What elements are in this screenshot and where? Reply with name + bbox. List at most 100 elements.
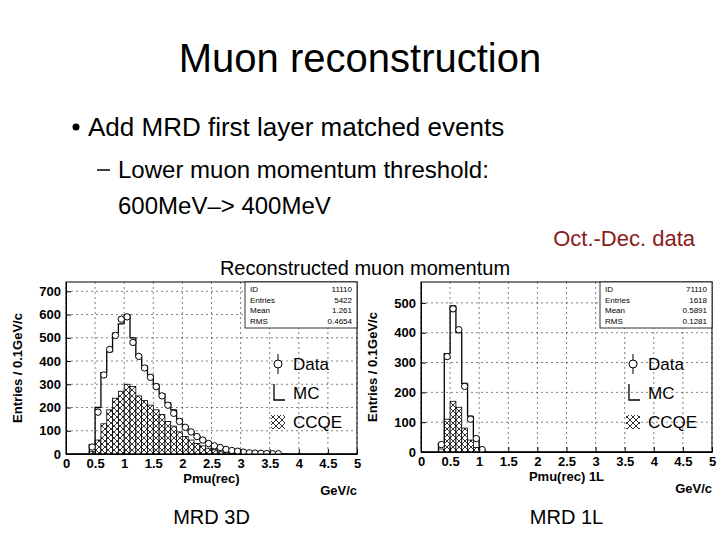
- x-tick-mark: [567, 447, 568, 452]
- x-tick-label: 0.5: [87, 456, 105, 471]
- x-tick-label: 0: [418, 454, 425, 469]
- y-tick: 700: [39, 284, 71, 299]
- histogram-bar: [468, 440, 474, 452]
- stats-label: Entries: [605, 296, 630, 305]
- histogram-bar: [130, 387, 136, 454]
- histogram-step: [89, 445, 95, 454]
- y-tick: 100: [39, 423, 71, 438]
- stats-value: 1618: [689, 296, 707, 305]
- stats-label: RMS: [605, 317, 623, 326]
- x-tick-label: 1: [121, 456, 128, 471]
- histogram-step: [159, 384, 165, 393]
- x-tick-mark: [95, 449, 96, 454]
- y-tick: 200: [394, 385, 426, 400]
- plot-marks: [66, 314, 357, 454]
- histogram-step: [462, 333, 468, 384]
- histogram-step: [118, 324, 124, 333]
- data-point: [141, 365, 147, 371]
- x-tick-label: 3.5: [616, 454, 634, 469]
- x-tick: 5: [354, 449, 361, 471]
- x-tick-label: 1: [476, 454, 483, 469]
- y-tick-label: 0: [54, 447, 61, 462]
- y-tick-mark: [66, 454, 71, 455]
- histogram-bar: [444, 419, 450, 452]
- x-tick-mark: [508, 447, 509, 452]
- y-tick-label: 300: [39, 377, 61, 392]
- panel-title: MRD 3D: [173, 506, 250, 528]
- histogram-bar: [177, 432, 183, 454]
- slide-title: Muon reconstruction: [179, 36, 541, 80]
- x-tick-mark: [479, 447, 480, 452]
- data-point: [234, 448, 240, 454]
- x-tick-label: 3: [237, 456, 244, 471]
- x-grid-line: [508, 282, 509, 452]
- x-tick-mark: [270, 449, 271, 454]
- x-tick-mark: [625, 447, 626, 452]
- histogram-bar: [107, 410, 113, 454]
- x-tick: 2: [179, 449, 186, 471]
- histogram-bar: [450, 401, 456, 452]
- x-tick-mark: [153, 449, 154, 454]
- histogram-step: [450, 306, 456, 354]
- y-tick-label: 300: [394, 355, 416, 370]
- x-axis-title: Pmu(rec): [183, 471, 239, 486]
- histogram-bar: [101, 424, 107, 454]
- stats-box-frame: [245, 282, 357, 328]
- histogram-step: [153, 375, 159, 384]
- y-tick: 100: [394, 415, 426, 430]
- data-point: [101, 372, 107, 378]
- data-point: [479, 446, 485, 452]
- stats-value: 11110: [332, 285, 353, 294]
- x-grid-line: [595, 282, 596, 452]
- histogram-step: [124, 315, 130, 324]
- x-tick-mark: [450, 447, 451, 452]
- x-tick-label: 5: [354, 456, 361, 471]
- y-tick: 400: [394, 325, 426, 340]
- caption: Reconstructed muon momentum: [220, 257, 510, 279]
- legend-symbol: [629, 384, 640, 400]
- bullet-dot: [73, 124, 80, 131]
- x-tick-label: 3.5: [261, 456, 279, 471]
- y-tick-label: 700: [39, 284, 61, 299]
- x-axis-title: Pmu(rec) 1L: [529, 469, 604, 484]
- legend-label: MC: [648, 384, 674, 403]
- x-tick: 4.5: [319, 449, 337, 471]
- data-point: [106, 346, 112, 352]
- y-tick-mark: [421, 303, 426, 304]
- x-tick: 4: [296, 449, 304, 471]
- stats-label: Mean: [605, 306, 625, 315]
- data-point: [194, 433, 200, 439]
- histogram-bar: [153, 410, 159, 454]
- legend: DataMCCCQE: [626, 354, 697, 432]
- histogram-step: [165, 394, 171, 403]
- legend-symbol: [274, 384, 285, 400]
- y-tick-label: 500: [39, 330, 61, 345]
- histogram-bar: [159, 414, 165, 454]
- histogram-bar: [95, 440, 101, 454]
- data-point: [223, 446, 229, 452]
- data-period-note: Oct.-Dec. data: [553, 226, 696, 251]
- sub-bullet-text: 600MeV–> 400MeV: [118, 192, 331, 219]
- x-axis: 00.511.522.533.544.55: [418, 447, 716, 469]
- y-tick-label: 500: [394, 296, 416, 311]
- x-tick-label: 4: [651, 454, 659, 469]
- x-tick-label: 4: [296, 456, 304, 471]
- histogram-bar: [147, 405, 153, 454]
- legend-symbol: [626, 415, 640, 429]
- data-point: [438, 441, 444, 447]
- legend-label: CCQE: [648, 413, 697, 432]
- histogram-bar: [113, 398, 119, 454]
- histogram-step: [444, 354, 450, 443]
- x-tick-label: 2.5: [558, 454, 576, 469]
- histogram-chart: 00.511.522.533.544.550100200300400500600…: [10, 282, 361, 528]
- stats-value: 0.5891: [683, 306, 708, 315]
- y-axis-line: [66, 283, 67, 455]
- histogram-bar: [473, 448, 479, 452]
- y-tick-label: 100: [394, 415, 416, 430]
- legend-symbol: [274, 360, 282, 368]
- grid: [66, 282, 357, 454]
- x-tick-label: 0.5: [442, 454, 460, 469]
- y-axis: 0100200300400500: [394, 283, 426, 460]
- legend-symbol: [271, 415, 285, 429]
- histogram-bar: [194, 444, 200, 454]
